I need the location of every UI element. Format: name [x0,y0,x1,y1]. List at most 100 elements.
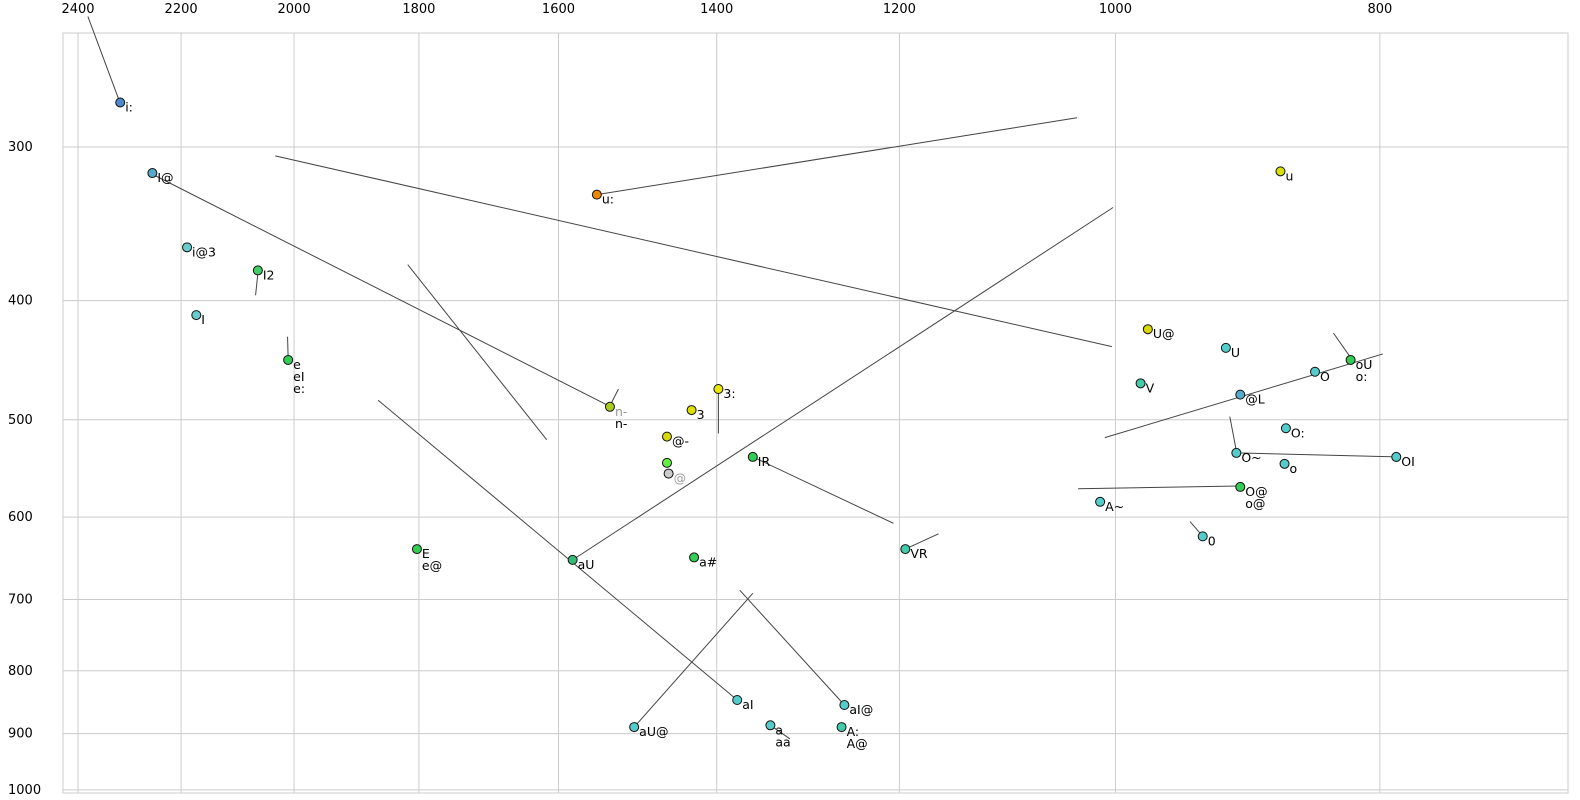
vowel-point [191,310,202,321]
y-axis-tick-label: 400 [8,294,33,309]
vowel-point [1220,342,1231,353]
vowel-point-group: u [1275,166,1293,183]
vowel-point [765,720,776,731]
trajectory-line [87,16,120,101]
y-axis-tick-label: 500 [8,413,33,428]
vowel-point-group: A~ [1095,496,1124,514]
y-axis-tick-label: 800 [8,664,33,679]
vowel-point [1275,166,1286,177]
vowel-point-label: u: [602,192,614,207]
y-axis-tick-label: 900 [8,727,33,742]
vowel-point-label: I2 [263,267,275,282]
trajectory-line [287,336,289,358]
vowel-point-group: O~ [1231,447,1262,465]
x-axis-tick-label: 2400 [61,2,94,17]
vowel-point-group: 3 [686,405,705,422]
vowel-point [283,354,294,365]
vowel-point-label: n- [615,404,627,419]
vowel-point-label: U@ [1153,326,1175,341]
trajectory-line [905,533,939,550]
vowel-point-label: I@ [157,170,173,185]
vowel-point-label: A: [847,724,860,739]
vowel-point [252,265,263,276]
vowel-point [1095,496,1106,507]
vowel-point-label: V [1146,380,1155,395]
x-axis-tick-label: 800 [1367,2,1392,17]
vowel-point-label: A@ [847,736,868,751]
y-axis-tick-label: 300 [8,140,33,155]
vowel-point-label: o [1290,461,1298,476]
vowel-point [1279,458,1290,469]
x-axis-tick-label: 1200 [883,2,916,17]
vowel-point-label: I [201,312,205,327]
vowel-point-group: aI@ [839,700,873,717]
vowel-point-group: O [1310,366,1330,384]
vowel-point-group: Ee@ [411,544,442,573]
vowel-point [1235,481,1246,492]
trajectory-line [1332,332,1352,358]
trajectory-line [1229,416,1237,451]
x-axis-tick-label: 1800 [402,2,435,17]
vowel-point-group: o [1279,458,1298,476]
vowel-point-label: u [1285,168,1293,183]
vowel-point-group: oUo: [1345,354,1373,384]
vowel-point-label: n- [615,416,627,431]
vowel-point [115,97,126,108]
vowel-point [147,168,158,179]
trajectory-lines [87,16,1397,740]
vowel-point-label: e: [293,381,305,396]
vowel-point-group: IR [747,451,770,469]
vowel-point-group: I@ [147,168,174,185]
vowel-point [1391,451,1402,462]
vowel-point [839,700,850,711]
vowel-point-group: aI [732,694,754,712]
vowel-point-group: aU [567,554,594,572]
vowel-point [1345,354,1356,365]
vowel-point [836,722,847,733]
trajectory-line [572,207,1114,561]
vowel-point-label: aI@ [849,702,873,717]
vowel-point-group: A:A@ [836,722,868,751]
x-axis-tick-label: 1000 [1099,2,1132,17]
trajectory-line [153,174,611,408]
x-axis-tick-label: 2000 [278,2,311,17]
vowel-point [1135,378,1146,389]
vowel-point-label: O [1320,369,1330,384]
vowel-point-group: O: [1280,423,1305,440]
vowel-point [411,544,422,555]
vowel-point-label: o: [1356,369,1368,384]
vowel-point-label: a# [699,554,717,569]
vowel-point-group: u: [591,189,614,207]
vowel-point-label: O@ [1245,484,1267,499]
vowel-point-group: @L [1235,389,1265,407]
vowel-point-label: E [422,546,430,561]
axis-tick-labels: 2400 2200 2000 1800 1600 1400 1200 1000 800 300 40… [8,2,1392,798]
vowel-point [1310,366,1321,377]
vowel-point-label: U [1231,345,1240,360]
vowel-point-group [661,457,672,468]
vowel-point-label: aa [775,734,790,749]
trajectory-line [596,117,1078,196]
vowel-point-label: aI [742,697,753,712]
y-axis-tick-label: 1000 [8,783,41,798]
vowel-point-group: OI [1391,451,1415,469]
vowel-point-label: e [293,357,301,372]
vowel-point-label: @- [672,434,689,449]
vowel-point-group: VR [900,544,928,561]
vowel-point [1197,531,1208,542]
trajectory-line [275,155,1112,348]
vowel-point [567,554,578,565]
vowel-point-group: @- [661,431,689,449]
vowel-point-group: U [1220,342,1240,360]
vowel-point-label: oU [1356,357,1373,372]
x-axis-tick-label: 1600 [542,2,575,17]
vowel-point [182,242,193,253]
vowel-point [604,401,615,412]
vowel-point-label: A~ [1105,499,1124,514]
vowel-point-label: 3: [723,386,735,401]
vowel-point [689,552,700,563]
vowel-point-group: @ [663,468,686,486]
vowel-point-group: U@ [1142,324,1175,341]
